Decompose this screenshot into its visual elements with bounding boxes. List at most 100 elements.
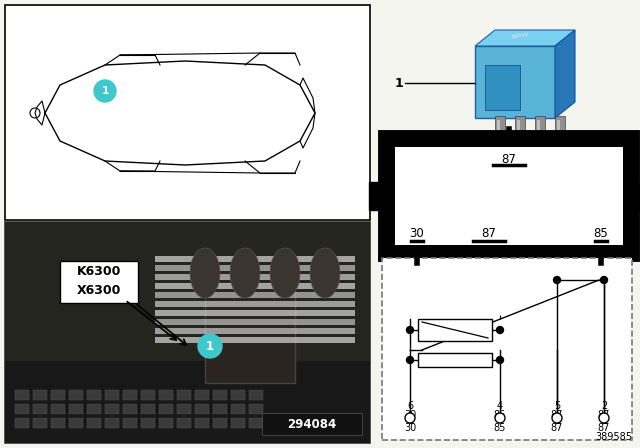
Ellipse shape <box>190 248 220 298</box>
Bar <box>155 265 355 271</box>
Bar <box>195 418 209 428</box>
Bar <box>155 274 355 280</box>
Bar <box>231 418 245 428</box>
Bar <box>195 390 209 400</box>
Bar <box>418 319 492 341</box>
Bar <box>497 120 500 144</box>
Circle shape <box>406 327 413 333</box>
Ellipse shape <box>310 248 340 298</box>
Bar <box>369 182 385 210</box>
Bar <box>205 283 295 383</box>
Text: 6: 6 <box>407 401 413 411</box>
Bar <box>555 116 565 146</box>
Text: 1: 1 <box>395 77 403 90</box>
Bar <box>141 418 155 428</box>
Text: 87: 87 <box>551 423 563 433</box>
Bar <box>5 361 370 443</box>
Bar <box>87 404 101 414</box>
Bar <box>105 404 119 414</box>
Bar <box>5 222 370 443</box>
Bar <box>15 418 29 428</box>
Text: 85: 85 <box>494 423 506 433</box>
Bar <box>87 390 101 400</box>
Bar <box>105 418 119 428</box>
Bar <box>231 390 245 400</box>
Bar <box>33 404 47 414</box>
Bar <box>51 390 65 400</box>
Text: 1: 1 <box>101 86 109 96</box>
Bar <box>33 418 47 428</box>
Circle shape <box>94 80 116 102</box>
Ellipse shape <box>270 248 300 298</box>
Text: 389585: 389585 <box>595 432 632 442</box>
Bar <box>395 147 623 245</box>
Circle shape <box>497 357 504 363</box>
Bar <box>231 404 245 414</box>
Bar <box>213 404 227 414</box>
Bar <box>123 404 137 414</box>
Circle shape <box>599 413 609 423</box>
Bar <box>495 116 505 146</box>
Text: 85: 85 <box>594 227 609 240</box>
Bar <box>69 418 83 428</box>
Bar <box>213 390 227 400</box>
Bar <box>537 120 540 144</box>
Bar <box>87 418 101 428</box>
Bar <box>535 116 545 146</box>
Text: 5: 5 <box>554 416 560 426</box>
Bar <box>385 137 633 255</box>
Bar <box>15 404 29 414</box>
Text: 30: 30 <box>410 227 424 240</box>
Bar <box>155 328 355 334</box>
Bar <box>155 310 355 316</box>
Bar <box>69 390 83 400</box>
Text: K6300: K6300 <box>77 264 121 277</box>
Text: 4: 4 <box>497 401 503 411</box>
Bar <box>155 319 355 325</box>
Text: 1: 1 <box>206 340 214 353</box>
Circle shape <box>30 108 40 118</box>
Bar <box>177 390 191 400</box>
Bar <box>155 283 355 289</box>
Bar <box>418 353 492 367</box>
Circle shape <box>198 334 222 358</box>
Bar <box>249 404 263 414</box>
Bar <box>69 404 83 414</box>
Bar <box>213 418 227 428</box>
Bar <box>15 390 29 400</box>
Bar <box>105 390 119 400</box>
Bar <box>5 222 370 363</box>
Polygon shape <box>475 30 575 46</box>
Bar <box>249 390 263 400</box>
Bar <box>515 116 525 146</box>
Bar <box>249 418 263 428</box>
Circle shape <box>495 413 505 423</box>
Bar <box>51 418 65 428</box>
Text: 30: 30 <box>404 410 416 420</box>
Text: 294084: 294084 <box>287 418 337 431</box>
Text: 87: 87 <box>551 410 563 420</box>
Text: 5: 5 <box>554 401 560 411</box>
Bar <box>159 390 173 400</box>
Bar <box>123 418 137 428</box>
Bar <box>141 404 155 414</box>
Bar <box>159 418 173 428</box>
Text: 85: 85 <box>494 410 506 420</box>
Bar <box>155 337 355 343</box>
Bar <box>51 404 65 414</box>
Circle shape <box>600 276 607 284</box>
Circle shape <box>552 413 562 423</box>
Text: 2: 2 <box>601 401 607 411</box>
Text: 87: 87 <box>481 227 497 240</box>
Bar <box>262 413 362 435</box>
Text: 4: 4 <box>497 416 503 426</box>
Bar <box>123 390 137 400</box>
Text: 87: 87 <box>502 152 516 165</box>
Bar <box>60 261 138 303</box>
Bar <box>177 418 191 428</box>
Text: 87: 87 <box>598 423 610 433</box>
Bar <box>5 5 370 220</box>
Text: 6: 6 <box>407 416 413 426</box>
Bar <box>557 120 560 144</box>
Bar <box>517 120 520 144</box>
